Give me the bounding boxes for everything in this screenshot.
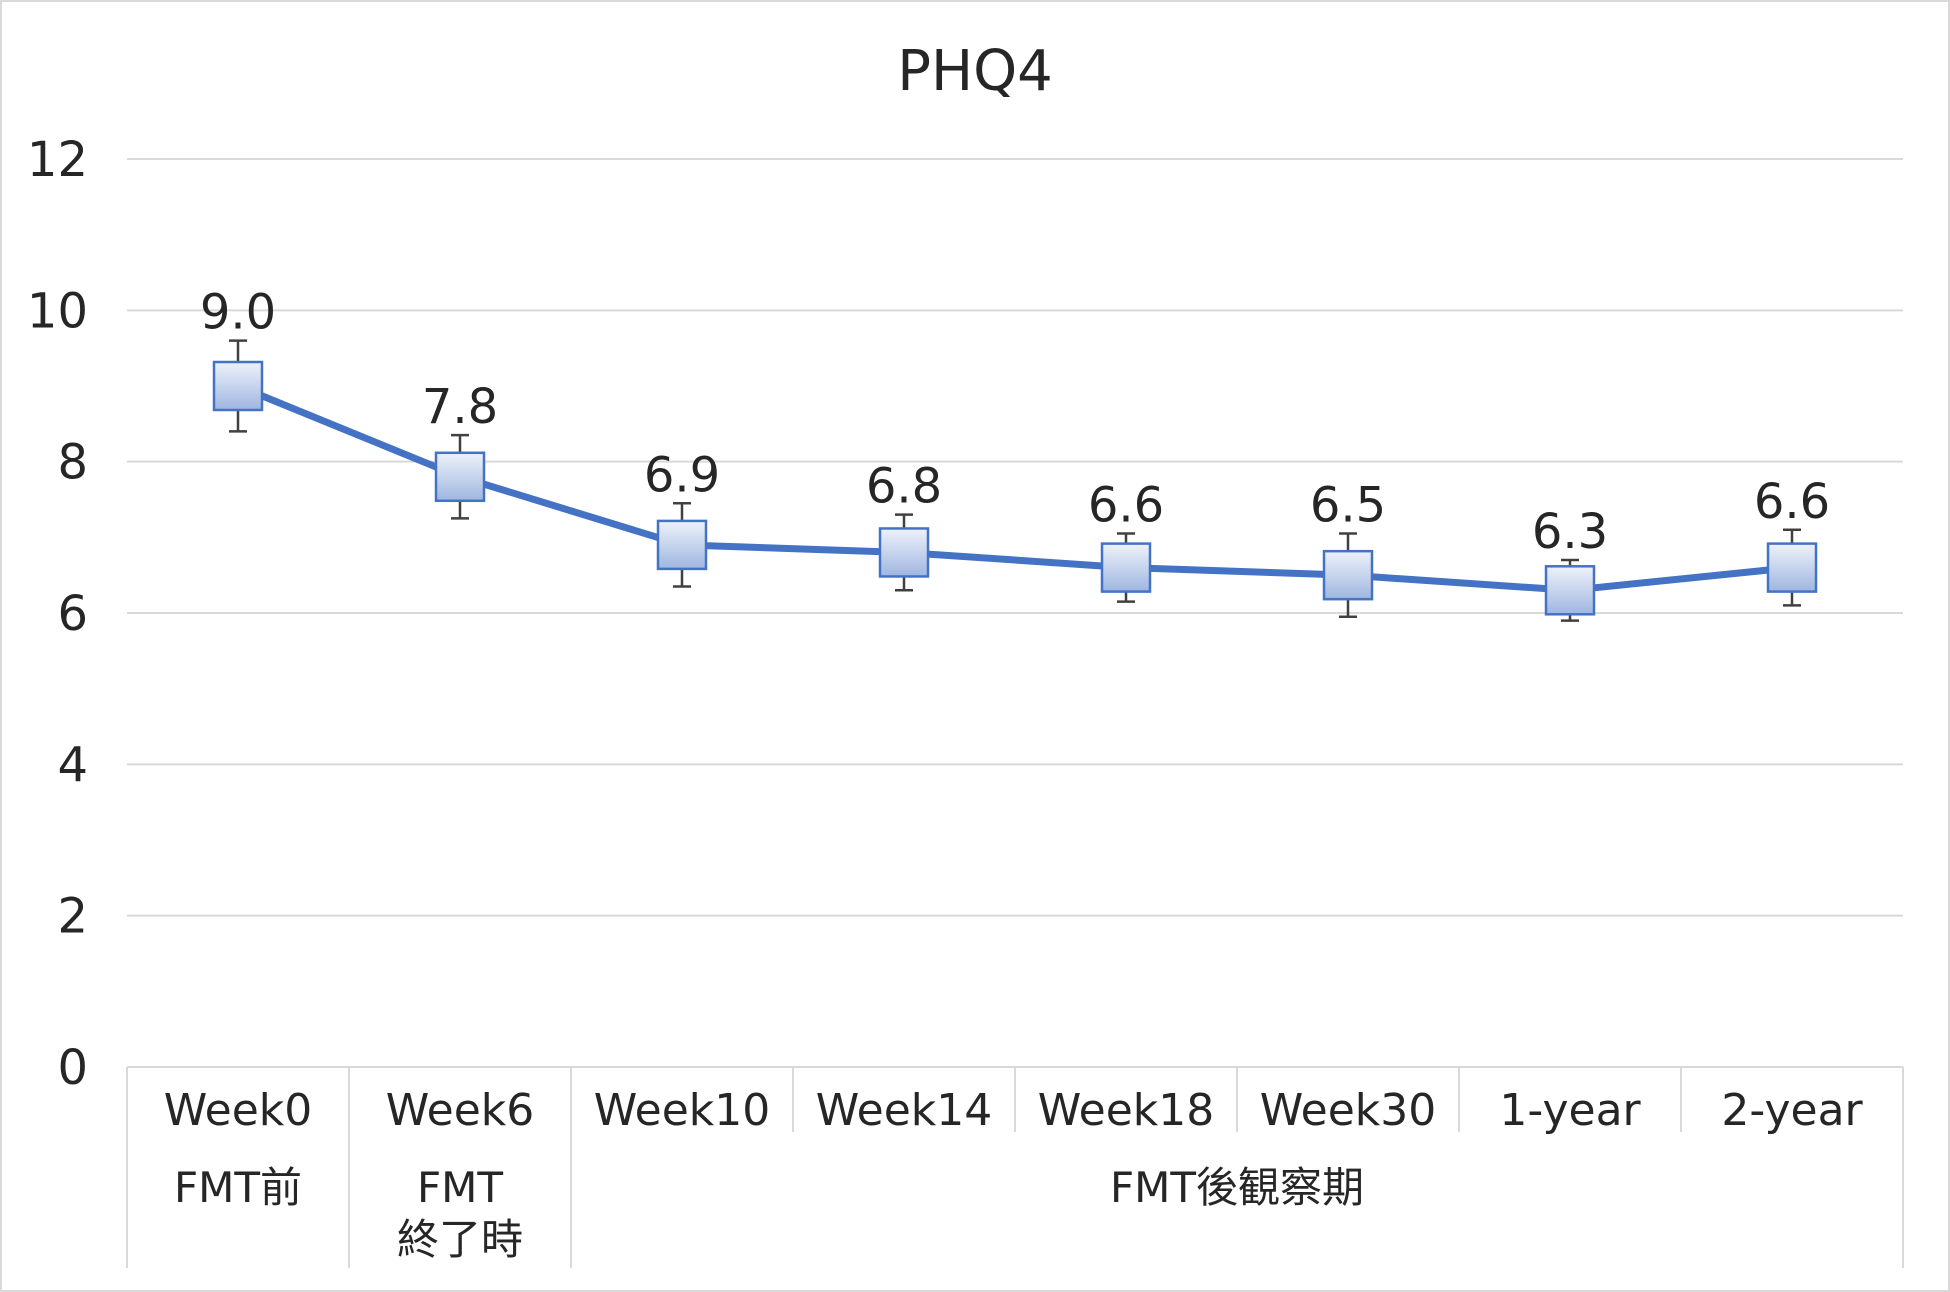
- category-group-label: FMT後観察期: [1110, 1163, 1364, 1212]
- category-group-label: FMT前: [174, 1163, 302, 1212]
- data-point-marker: [1544, 565, 1596, 616]
- y-tick-label: 6: [57, 586, 88, 642]
- data-point-marker: [878, 527, 930, 578]
- data-point-marker: [656, 519, 708, 571]
- data-point-marker: [434, 451, 486, 503]
- data-point-marker: [1100, 542, 1152, 593]
- category-group-label: 終了時: [397, 1215, 523, 1264]
- x-tick-label: 2-year: [1721, 1085, 1863, 1136]
- data-point-marker: [1766, 542, 1818, 593]
- x-tick-label: Week30: [1260, 1085, 1437, 1136]
- data-label: 6.3: [1532, 504, 1608, 560]
- x-tick-label: Week10: [594, 1085, 771, 1136]
- data-label: 6.5: [1310, 478, 1386, 534]
- chart-title: PHQ4: [897, 39, 1053, 104]
- data-label: 6.6: [1754, 474, 1830, 530]
- y-tick-label: 10: [27, 283, 88, 339]
- y-tick-label: 0: [57, 1040, 88, 1096]
- data-point-marker: [1322, 549, 1374, 601]
- data-label: 6.9: [644, 447, 720, 503]
- data-label: 6.8: [866, 459, 942, 515]
- data-label: 7.8: [422, 379, 498, 435]
- data-label: 9.0: [200, 285, 276, 341]
- y-tick-label: 8: [57, 435, 88, 491]
- x-tick-label: Week14: [816, 1085, 993, 1136]
- series-line: [236, 382, 1793, 594]
- x-tick-label: Week18: [1038, 1085, 1215, 1136]
- x-tick-label: Week0: [164, 1085, 313, 1136]
- y-tick-label: 12: [27, 132, 88, 188]
- y-tick-label: 2: [57, 889, 88, 945]
- category-group-label: FMT: [417, 1163, 503, 1212]
- y-tick-label: 4: [57, 737, 88, 793]
- data-label: 6.6: [1088, 478, 1164, 534]
- data-point-marker: [212, 360, 264, 412]
- x-tick-label: Week6: [386, 1085, 535, 1136]
- x-tick-label: 1-year: [1499, 1085, 1641, 1136]
